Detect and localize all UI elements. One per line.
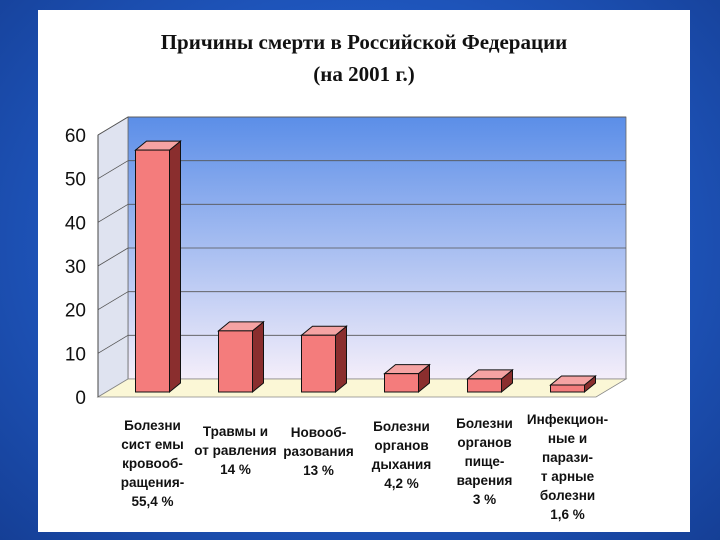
category-label: Болезни органов дыхания 4,2 % [371, 419, 432, 491]
category-label: Инфекцион- ные и парази- т арные болезни… [526, 412, 609, 522]
y-tick-label: 0 [75, 388, 86, 409]
y-tick-label: 30 [65, 257, 86, 278]
category-label: Болезни органов пище- варения 3 % [456, 416, 513, 507]
bar [135, 149, 170, 393]
bar [467, 378, 502, 393]
category-label: Болезни сист емы кровооб- ращения- 55,4 … [120, 418, 185, 509]
gridline-side [97, 291, 129, 311]
bar-side [335, 325, 347, 394]
bar-chart: 0 10 20 30 40 50 60 [65, 116, 628, 409]
bar [384, 373, 419, 393]
y-tick-label: 50 [65, 170, 86, 191]
bar [550, 384, 585, 393]
category-label: Травмы и от равления 14 % [194, 424, 277, 477]
gridline-side [97, 247, 129, 267]
gridline-side [97, 116, 129, 136]
gridline-side [97, 160, 129, 180]
bar [218, 330, 253, 393]
y-tick-label: 40 [65, 213, 86, 234]
chart-title: Причины смерти в Российской Федерации [160, 30, 568, 54]
chart-subtitle: (на 2001 г.) [313, 62, 415, 86]
bar-side [169, 140, 181, 394]
gridline-side [97, 334, 129, 354]
gridline-side [97, 203, 129, 223]
bar-side [252, 320, 264, 394]
category-label: Новооб- разования 13 % [283, 425, 354, 478]
slide: Причины смерти в Российской Федерации (н… [38, 10, 690, 532]
y-tick-label: 10 [65, 344, 86, 365]
bar [301, 334, 336, 393]
y-tick-label: 60 [65, 126, 86, 147]
y-tick-label: 20 [65, 301, 86, 322]
